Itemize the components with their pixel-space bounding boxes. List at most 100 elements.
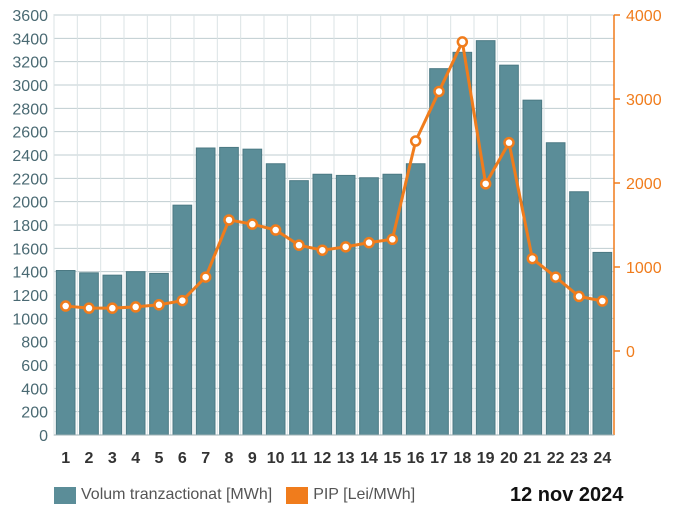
- point-pip-hour-21[interactable]: [526, 252, 539, 265]
- y-left-tick-label: 0: [39, 428, 48, 445]
- x-tick-label: 17: [430, 450, 448, 467]
- bar-volume-hour-23[interactable]: [569, 191, 589, 436]
- x-tick-label: 23: [570, 450, 588, 467]
- x-tick-label: 11: [291, 450, 308, 467]
- bar-volume-hour-21[interactable]: [522, 99, 543, 436]
- bar-volume-hour-16[interactable]: [405, 163, 426, 436]
- point-pip-hour-20[interactable]: [503, 136, 515, 149]
- point-pip-hour-11[interactable]: [293, 239, 305, 251]
- x-tick-label: 12: [313, 450, 331, 467]
- bar-volume-hour-4[interactable]: [125, 271, 146, 436]
- x-tick-label: 3: [108, 450, 117, 467]
- y-right-tick-label: 4000: [626, 8, 662, 25]
- bar-volume-hour-20[interactable]: [499, 64, 519, 436]
- bar-volume-hour-22[interactable]: [545, 142, 566, 436]
- bar-volume-hour-14[interactable]: [359, 177, 379, 436]
- y-left-tick-label: 2000: [12, 195, 48, 212]
- y-left-tick-label: 2200: [12, 171, 48, 188]
- y-left-tick-label: 1000: [12, 311, 48, 328]
- bar-volume-hour-13[interactable]: [335, 174, 356, 436]
- legend-item-volume[interactable]: Volum tranzactionat [MWh]: [54, 486, 272, 504]
- point-pip-hour-23[interactable]: [573, 290, 585, 303]
- y-left-tick-label: 1400: [12, 265, 48, 282]
- point-pip-hour-13[interactable]: [339, 241, 352, 253]
- x-tick-label: 2: [85, 450, 94, 467]
- legend-swatch-pip: [286, 486, 309, 504]
- y-left-tick-label: 2400: [12, 148, 48, 165]
- y-right-tick-label: 2000: [626, 176, 662, 193]
- x-tick-label: 6: [178, 450, 187, 467]
- y-left-tick-label: 1800: [12, 218, 48, 235]
- point-pip-hour-19[interactable]: [479, 178, 492, 190]
- y-right-tick-label: 3000: [626, 92, 662, 109]
- bar-volume-hour-8[interactable]: [219, 146, 239, 436]
- x-tick-label: 20: [500, 450, 518, 467]
- y-left-tick-label: 3600: [12, 8, 48, 25]
- y-right-tick-label: 0: [626, 344, 635, 361]
- y-left-tick-label: 3000: [12, 78, 48, 95]
- bar-volume-hour-17[interactable]: [429, 68, 449, 436]
- bar-volume-hour-3[interactable]: [102, 274, 123, 436]
- point-pip-hour-24[interactable]: [596, 295, 609, 307]
- x-tick-label: 16: [407, 450, 425, 467]
- x-tick-label: 10: [267, 450, 285, 467]
- point-pip-hour-9[interactable]: [246, 218, 259, 230]
- legend-swatch-volume: [54, 486, 76, 504]
- y-right-tick-label: 1000: [626, 260, 662, 277]
- y-left-tick-label: 1600: [12, 241, 48, 258]
- y-left-tick-label: 600: [21, 358, 48, 375]
- bar-volume-hour-5[interactable]: [149, 272, 169, 436]
- point-pip-hour-17[interactable]: [433, 85, 445, 98]
- bar-volume-hour-19[interactable]: [475, 40, 496, 436]
- chart-date: 12 nov 2024: [510, 484, 624, 506]
- point-pip-hour-8[interactable]: [223, 214, 235, 226]
- y-left-tick-label: 2800: [12, 101, 48, 118]
- y-left-tick-label: 1200: [12, 288, 48, 305]
- point-pip-hour-4[interactable]: [129, 301, 142, 313]
- bar-volume-hour-9[interactable]: [242, 148, 263, 436]
- point-pip-hour-15[interactable]: [386, 233, 399, 246]
- legend: Volum tranzactionat [MWh] PIP [Lei/MWh]: [54, 486, 429, 504]
- bar-volume-hour-6[interactable]: [172, 204, 193, 436]
- point-pip-hour-7[interactable]: [199, 271, 212, 283]
- point-pip-hour-1[interactable]: [59, 300, 72, 312]
- point-pip-hour-12[interactable]: [316, 244, 329, 256]
- legend-label-volume: Volum tranzactionat [MWh]: [81, 486, 273, 503]
- x-tick-label: 8: [225, 450, 234, 467]
- x-tick-label: 7: [201, 450, 210, 467]
- x-tick-label: 4: [131, 450, 140, 467]
- bar-volume-hour-18[interactable]: [452, 51, 473, 436]
- y-left-tick-label: 3200: [12, 55, 48, 72]
- x-tick-label: 9: [248, 450, 257, 467]
- point-pip-hour-5[interactable]: [153, 299, 165, 311]
- point-pip-hour-18[interactable]: [456, 36, 469, 48]
- legend-item-pip[interactable]: PIP [Lei/MWh]: [286, 486, 415, 504]
- x-tick-label: 21: [523, 450, 541, 467]
- bar-volume-hour-11[interactable]: [289, 180, 309, 436]
- bar-volume-hour-2[interactable]: [79, 272, 99, 436]
- point-pip-hour-22[interactable]: [549, 271, 562, 283]
- x-tick-label: 14: [360, 450, 378, 467]
- combo-chart: 0200400600800100012001400160018002000220…: [12, 8, 662, 467]
- legend-label-pip: PIP [Lei/MWh]: [313, 486, 416, 503]
- x-tick-label: 24: [593, 450, 611, 467]
- point-pip-hour-6[interactable]: [176, 294, 189, 307]
- point-pip-hour-14[interactable]: [363, 236, 375, 249]
- x-tick-label: 1: [61, 450, 70, 467]
- x-tick-label: 22: [547, 450, 565, 467]
- bar-volume-hour-10[interactable]: [265, 163, 286, 436]
- x-tick-label: 19: [477, 450, 495, 467]
- point-pip-hour-16[interactable]: [409, 135, 422, 147]
- point-pip-hour-2[interactable]: [83, 302, 95, 314]
- bar-volume-hour-24[interactable]: [592, 251, 613, 436]
- x-tick-label: 13: [337, 450, 355, 467]
- bar-volume-hour-7[interactable]: [195, 147, 216, 436]
- bar-volume-hour-12[interactable]: [312, 173, 333, 436]
- point-pip-hour-3[interactable]: [106, 302, 119, 314]
- bar-volume-hour-1[interactable]: [55, 270, 76, 436]
- y-left-tick-label: 800: [21, 335, 48, 352]
- point-pip-hour-10[interactable]: [269, 224, 282, 236]
- y-left-tick-label: 400: [21, 381, 48, 398]
- x-tick-label: 18: [453, 450, 471, 467]
